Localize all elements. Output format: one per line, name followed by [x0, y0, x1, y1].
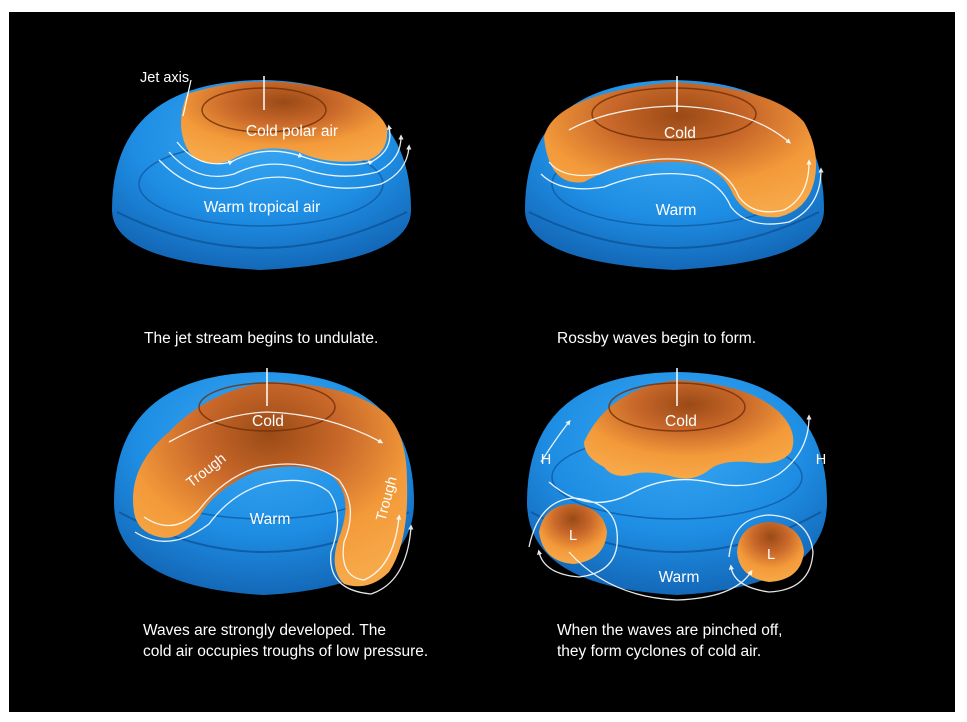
label-warm-tropical-air: Warm tropical air	[204, 199, 321, 216]
jet-stream-diagram: Jet axis Cold polar air Warm tropical ai…	[112, 70, 827, 601]
label-warm: Warm	[250, 511, 291, 528]
panel-rossby	[525, 76, 824, 270]
cyclone-low-left	[539, 504, 607, 564]
caption-panel-4: When the waves are pinched off, they for…	[557, 622, 783, 660]
label-high-left: H	[541, 452, 551, 468]
panel-troughs	[114, 368, 414, 595]
label-cold: Cold	[665, 413, 697, 430]
cyclone-low-right	[737, 522, 804, 582]
label-warm: Warm	[659, 569, 700, 586]
jet-stream-arrows	[134, 411, 414, 595]
label-cold: Cold	[252, 413, 284, 430]
label-cold: Cold	[664, 125, 696, 142]
jet-stream-arrows	[158, 124, 412, 190]
diagram-stage: Jet axis Cold polar air Warm tropical ai…	[9, 12, 955, 712]
label-jet-axis: Jet axis	[140, 70, 189, 86]
label-low-right: L	[767, 547, 775, 563]
polar-air-mass	[544, 82, 817, 218]
panel-undulate	[112, 76, 412, 270]
caption-panel-2: Rossby waves begin to form.	[557, 330, 757, 347]
caption-panel-3: Waves are strongly developed. The cold a…	[143, 622, 429, 660]
polar-air-mass	[133, 382, 408, 587]
panel-cyclones	[527, 368, 827, 601]
caption-panel-1: The jet stream begins to undulate.	[144, 330, 379, 347]
jet-axis-pointer	[182, 79, 192, 117]
polar-air-mass	[584, 380, 794, 479]
label-warm: Warm	[656, 202, 697, 219]
label-low-left: L	[569, 528, 577, 544]
label-cold-polar-air: Cold polar air	[246, 123, 338, 140]
label-high-right: H	[816, 452, 826, 468]
jet-stream-arrows	[528, 414, 814, 601]
jet-stream-arrows	[540, 105, 824, 225]
